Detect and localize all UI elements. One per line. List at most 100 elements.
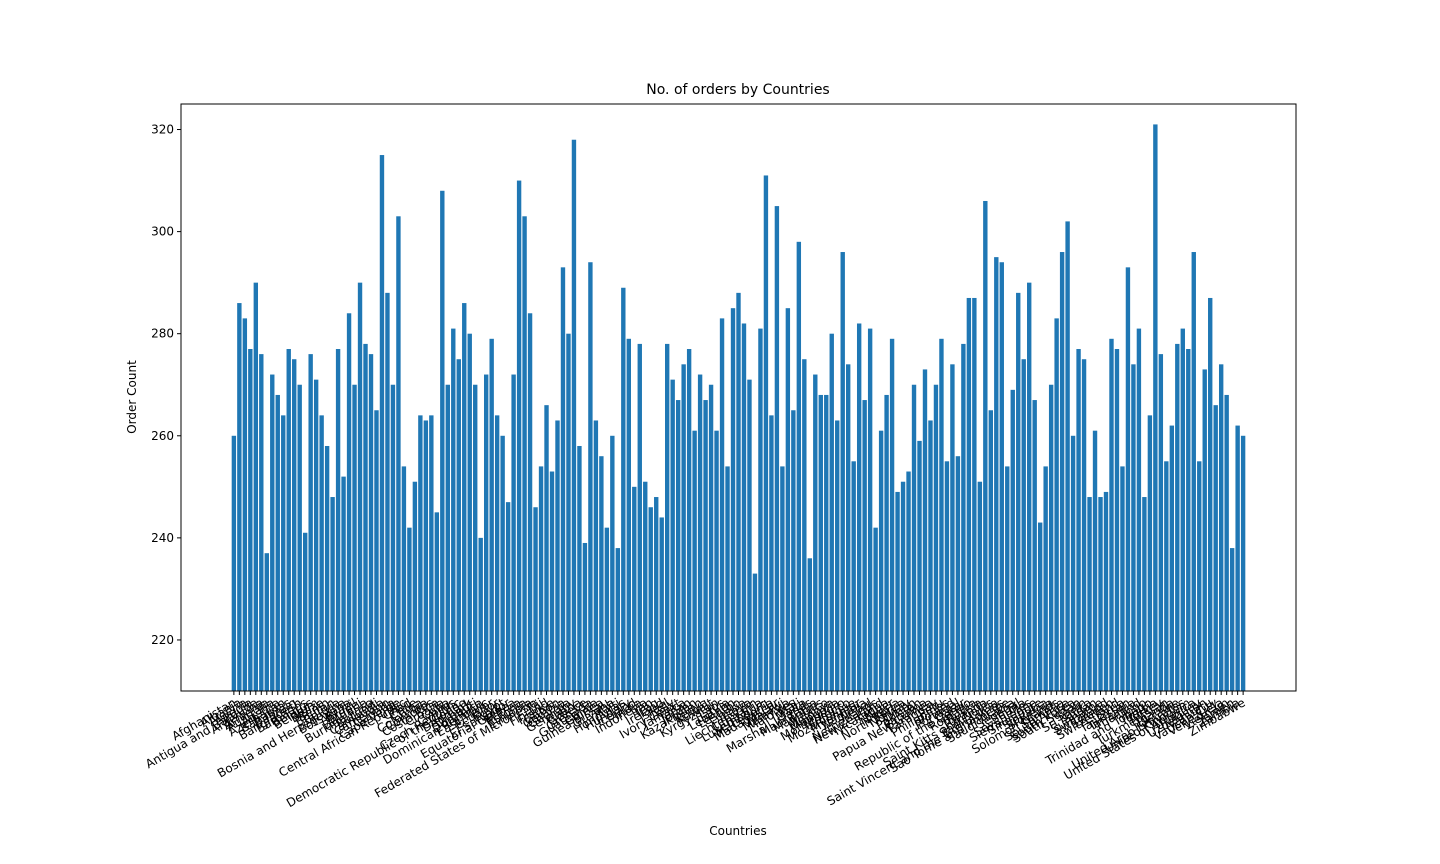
bar: [313, 379, 319, 691]
bar: [1202, 369, 1207, 691]
bar: [308, 354, 313, 691]
chart-title: No. of orders by Countries: [646, 82, 829, 98]
bar: [231, 435, 237, 691]
bar: [769, 415, 774, 691]
bar: [1218, 364, 1224, 691]
bar: [1175, 343, 1180, 691]
bar: [363, 343, 368, 691]
bar: [933, 384, 939, 691]
bar: [1240, 435, 1246, 691]
bar: [714, 430, 719, 691]
bar: [878, 430, 884, 691]
bar: [648, 507, 653, 691]
bar: [1213, 405, 1218, 691]
bar: [434, 512, 440, 691]
bar: [1005, 466, 1010, 691]
bar: [489, 338, 494, 691]
bar: [1235, 425, 1240, 691]
y-tick-label: 220: [151, 633, 174, 647]
bar: [379, 155, 385, 691]
bar: [483, 374, 489, 691]
bar: [297, 384, 302, 691]
bar: [341, 476, 346, 691]
bar: [423, 420, 429, 691]
bar: [253, 282, 259, 691]
bar: [368, 354, 374, 691]
bar: [884, 394, 889, 691]
bar: [659, 517, 664, 691]
bar: [632, 486, 637, 691]
bar: [281, 415, 286, 691]
y-tick-label: 280: [151, 327, 174, 341]
bar: [621, 287, 626, 691]
bar: [357, 282, 363, 691]
bar: [1076, 349, 1081, 691]
bar: [566, 333, 571, 691]
bar: [785, 308, 791, 691]
bar: [544, 405, 549, 691]
bar: [1109, 338, 1114, 691]
bar: [264, 553, 269, 691]
bar: [763, 175, 769, 691]
bar: [588, 262, 593, 691]
y-tick-label: 300: [151, 225, 174, 239]
bar: [851, 461, 856, 691]
bar: [582, 542, 588, 691]
bar: [988, 410, 994, 691]
bar: [1142, 497, 1147, 691]
bar: [346, 313, 352, 691]
bar: [1092, 430, 1098, 691]
bar: [1224, 394, 1229, 691]
bar: [1169, 425, 1175, 691]
bar: [791, 410, 796, 691]
bar: [445, 384, 450, 691]
bar: [374, 410, 379, 691]
bar: [922, 369, 928, 691]
bar: [385, 292, 390, 691]
bar: [906, 471, 911, 691]
bar: [1147, 415, 1153, 691]
bar: [670, 379, 675, 691]
bar: [1208, 297, 1213, 691]
bar: [692, 430, 697, 691]
bar: [703, 400, 708, 691]
bar: [966, 297, 972, 691]
y-axis-label: Order Count: [125, 360, 139, 434]
bar: [867, 328, 873, 691]
bar: [1229, 548, 1235, 691]
bar: [681, 364, 686, 691]
bar: [939, 338, 944, 691]
bar: [895, 491, 900, 691]
bar: [242, 318, 248, 691]
bar: [330, 497, 335, 691]
bar: [829, 333, 834, 691]
bar: [462, 303, 467, 691]
bar: [1197, 461, 1202, 691]
bar: [1032, 400, 1037, 691]
bar: [270, 374, 275, 691]
bar: [1048, 384, 1054, 691]
bar: [494, 415, 500, 691]
bar: [505, 502, 511, 691]
bar: [1021, 359, 1026, 691]
bar: [500, 435, 505, 691]
bar: [319, 415, 324, 691]
bar: [401, 466, 407, 691]
bar: [730, 308, 736, 691]
bar: [1191, 252, 1196, 691]
bar: [1186, 349, 1191, 691]
bar: [752, 573, 758, 691]
bar: [1027, 282, 1032, 691]
bar: [412, 481, 418, 691]
bar: [1158, 354, 1164, 691]
bar: [1120, 466, 1125, 691]
bar: [928, 420, 933, 691]
bar: [1081, 359, 1087, 691]
bar: [802, 359, 807, 691]
bar: [1059, 252, 1065, 691]
bar: [665, 343, 670, 691]
bar: [538, 466, 544, 691]
bar: [835, 420, 840, 691]
bar: [862, 400, 867, 691]
bar: [708, 384, 714, 691]
